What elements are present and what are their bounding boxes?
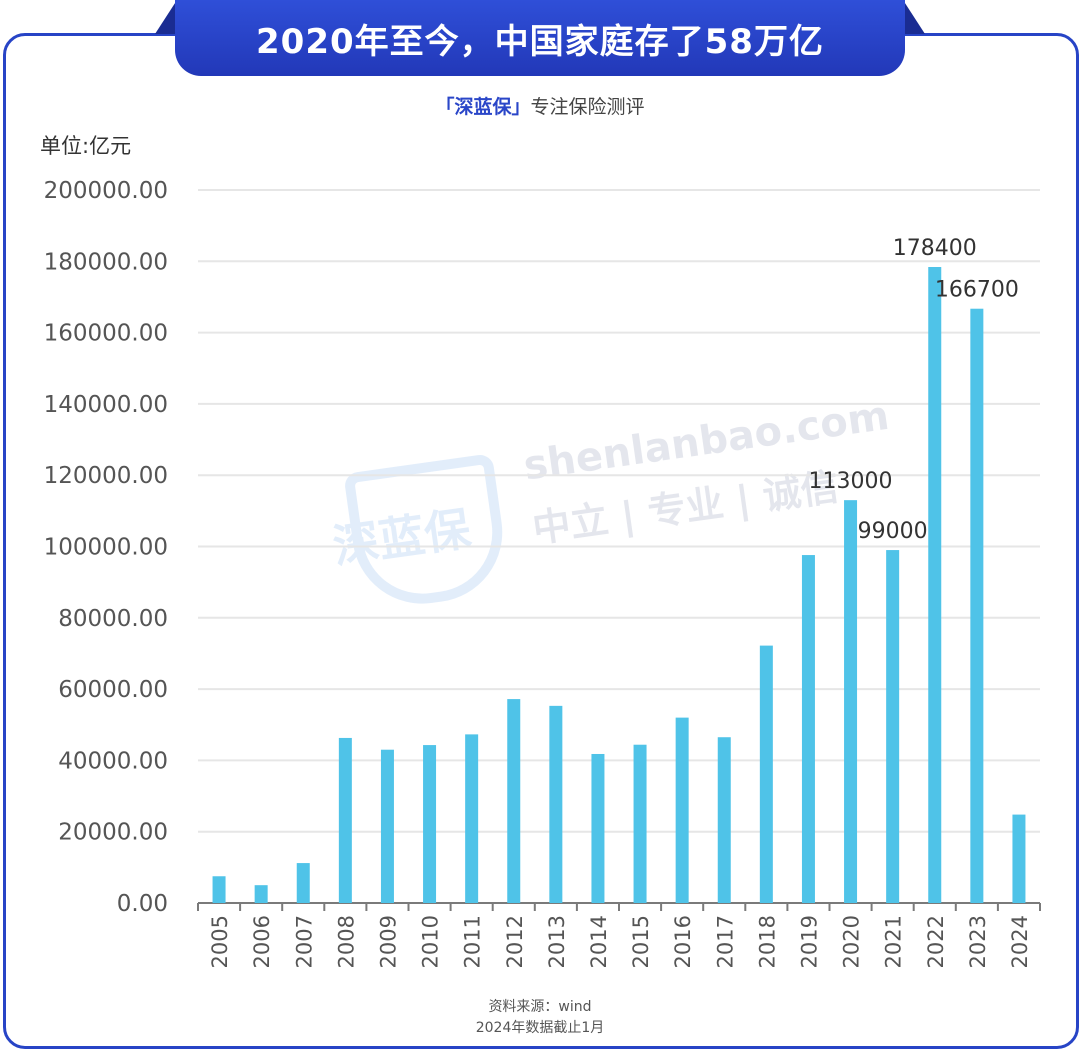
x-tick-label: 2019 [797, 915, 821, 968]
bar [212, 876, 226, 903]
subtitle-brand: 「深蓝保」 [435, 96, 531, 118]
x-tick-label: 2021 [882, 915, 906, 968]
y-tick-label: 80000.00 [58, 606, 168, 632]
y-tick-label: 20000.00 [58, 820, 168, 846]
bar [465, 734, 479, 903]
data-label: 178400 [893, 236, 977, 261]
y-tick-label: 0.00 [117, 891, 168, 917]
x-tick-label: 2012 [503, 915, 527, 968]
y-tick-label: 200000.00 [44, 178, 168, 204]
x-tick-label: 2008 [334, 915, 358, 968]
bar [844, 500, 858, 903]
x-tick-label: 2010 [419, 915, 443, 968]
data-label: 113000 [809, 469, 893, 494]
title-tab-ear-right [903, 0, 925, 34]
bar [633, 744, 647, 903]
x-tick-label: 2022 [924, 915, 948, 968]
y-tick-label: 140000.00 [44, 392, 168, 418]
x-tick-label: 2016 [671, 915, 695, 968]
y-tick-label: 40000.00 [58, 748, 168, 774]
x-tick-label: 2018 [755, 915, 779, 968]
bar [759, 645, 773, 903]
bar [549, 705, 563, 903]
bar [338, 737, 352, 903]
x-tick-label: 2015 [629, 915, 653, 968]
x-tick-label: 2017 [713, 915, 737, 968]
bar [296, 863, 310, 903]
bar [507, 699, 521, 903]
chart-title-banner: 2020年至今，中国家庭存了58万亿 [175, 0, 905, 76]
chart-title: 2020年至今，中国家庭存了58万亿 [256, 21, 824, 62]
unit-label: 单位:亿元 [40, 134, 132, 158]
subtitle-text: 专注保险测评 [530, 96, 645, 118]
chart-subtitle: 「深蓝保」专注保险测评 [0, 92, 1080, 119]
x-tick-label: 2024 [1008, 915, 1032, 968]
bar [717, 737, 731, 903]
bar [254, 885, 268, 903]
x-tick-label: 2009 [376, 915, 400, 968]
y-tick-label: 180000.00 [44, 249, 168, 275]
x-tick-label: 2023 [966, 915, 990, 968]
bar [591, 753, 605, 903]
x-tick-label: 2007 [292, 915, 316, 968]
x-tick-label: 2011 [461, 915, 485, 968]
y-tick-label: 60000.00 [58, 677, 168, 703]
bar [970, 308, 984, 904]
bar [801, 555, 815, 903]
title-tab-ear-left [155, 0, 177, 34]
x-tick-label: 2013 [545, 915, 569, 968]
chart-frame [3, 33, 1079, 1049]
x-tick-label: 2020 [840, 915, 864, 968]
x-tick-label: 2006 [250, 915, 274, 968]
bar [380, 749, 394, 903]
data-label: 99000 [858, 519, 928, 544]
y-tick-label: 160000.00 [44, 321, 168, 347]
bar [1012, 814, 1026, 903]
y-tick-label: 120000.00 [44, 463, 168, 489]
bar [675, 717, 689, 903]
bar [423, 745, 437, 903]
x-tick-label: 2014 [587, 915, 611, 968]
source-line: 资料来源：wind [488, 999, 592, 1015]
bar [928, 267, 942, 903]
bar [886, 550, 900, 903]
y-tick-label: 100000.00 [44, 535, 168, 561]
data-label: 166700 [935, 278, 1019, 303]
x-tick-label: 2005 [208, 915, 232, 968]
date-note: 2024年数据截止1月 [475, 1020, 605, 1036]
